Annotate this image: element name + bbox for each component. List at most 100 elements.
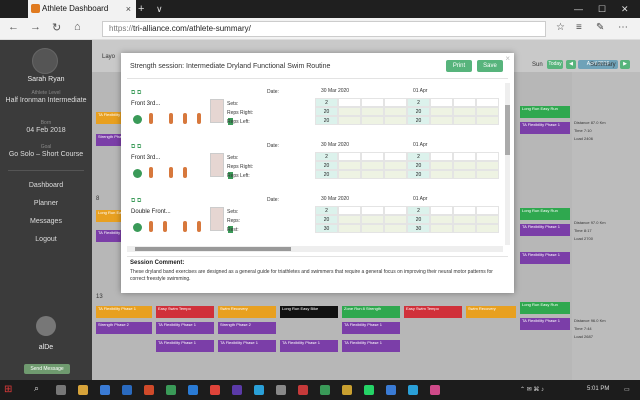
document-icon[interactable] (228, 172, 233, 179)
app-icon[interactable] (276, 385, 286, 395)
copy-icon[interactable]: ⧉ ⧉ (131, 198, 142, 204)
reps-cell[interactable]: 20 (407, 215, 430, 224)
sets-cell[interactable]: 2 (315, 206, 338, 215)
calendar-card[interactable]: TA Flexibility Phase 1 (342, 322, 400, 334)
close-tab-icon[interactable]: × (125, 4, 131, 14)
save-button[interactable]: Save (477, 60, 503, 72)
calendar-card[interactable]: Swim Recovery (218, 306, 276, 318)
rest-cell[interactable]: 30 (407, 224, 430, 233)
reps-cell[interactable]: 20 (407, 161, 430, 170)
menu-logout[interactable]: Logout (35, 236, 57, 243)
browser-tab[interactable]: Athlete Dashboard × (28, 0, 136, 18)
grid-cell[interactable] (476, 161, 499, 170)
grid-cell[interactable] (338, 152, 361, 161)
start-button[interactable]: ⊞ (4, 384, 13, 395)
calendar-card[interactable]: TA Flexibility Phase 1 (156, 340, 214, 352)
back-button[interactable]: ← (8, 21, 19, 33)
app-icon[interactable] (320, 385, 330, 395)
grid-cell[interactable] (430, 215, 453, 224)
calendar-card[interactable]: TA Flexibility Phase 1 (96, 306, 152, 318)
grid-cell[interactable] (338, 116, 361, 125)
grid-cell[interactable] (430, 152, 453, 161)
reps-cell[interactable]: 20 (315, 215, 338, 224)
file-explorer-icon[interactable] (78, 385, 88, 395)
next-month-button[interactable]: ▶ (620, 60, 630, 69)
share-icon[interactable]: ✎ (596, 22, 605, 33)
grid-cell[interactable] (338, 206, 361, 215)
grid-cell[interactable] (384, 215, 407, 224)
reps-cell[interactable]: 20 (407, 170, 430, 179)
rest-cell[interactable]: 30 (315, 224, 338, 233)
grid-cell[interactable] (430, 161, 453, 170)
video-play-icon[interactable] (133, 115, 142, 124)
copy-icon[interactable]: ⧉ ⧉ (131, 144, 142, 150)
app-icon[interactable] (408, 385, 418, 395)
document-icon[interactable] (228, 118, 233, 125)
grid-cell[interactable] (453, 206, 476, 215)
grid-cell[interactable] (384, 152, 407, 161)
grid-cell[interactable] (361, 224, 384, 233)
calendar-card[interactable]: Easy Swim Tempo (156, 306, 214, 318)
calendar-card[interactable]: TA Flexibility Phase 1 (342, 340, 400, 352)
grid-cell[interactable] (476, 152, 499, 161)
chrome-icon[interactable] (210, 385, 220, 395)
favorite-star-icon[interactable]: ☆ (556, 22, 565, 33)
grid-cell[interactable] (384, 107, 407, 116)
calendar-card[interactable]: TA Flexibility Phase 1 (520, 252, 570, 264)
close-window-button[interactable]: ✕ (621, 4, 629, 14)
calendar-card[interactable]: Strength Phase 2 (96, 322, 152, 334)
copy-icon[interactable]: ⧉ ⧉ (131, 90, 142, 96)
app-icon[interactable] (342, 385, 352, 395)
grid-cell[interactable] (338, 107, 361, 116)
grid-cell[interactable] (361, 170, 384, 179)
home-button[interactable]: ⌂ (74, 21, 81, 33)
prev-month-button[interactable]: ◀ (566, 60, 576, 69)
powerpoint-icon[interactable] (144, 385, 154, 395)
send-message-button[interactable]: Send Message (24, 364, 70, 374)
grid-cell[interactable] (430, 98, 453, 107)
grid-cell[interactable] (430, 170, 453, 179)
today-button[interactable]: Today (547, 60, 563, 69)
print-button[interactable]: Print (446, 60, 472, 72)
system-tray-icon[interactable]: ⌃ ✉ ⌘ ♪ (520, 387, 545, 393)
task-view-icon[interactable] (56, 385, 66, 395)
scrollbar-thumb[interactable] (505, 105, 510, 155)
grid-cell[interactable] (361, 98, 384, 107)
calendar-card[interactable]: Long Run Easy Run (520, 208, 570, 220)
horizontal-scrollbar[interactable] (127, 246, 503, 252)
search-icon[interactable]: ⌕ (34, 383, 40, 393)
calendar-card[interactable]: TA Flexibility Phase 1 (520, 122, 570, 134)
grid-cell[interactable] (338, 161, 361, 170)
reading-list-icon[interactable]: ≡ (576, 22, 582, 33)
grid-cell[interactable] (361, 206, 384, 215)
calendar-card[interactable]: TA Flexibility Phase 1 (520, 224, 570, 236)
more-menu-icon[interactable]: ⋯ (618, 22, 628, 33)
grid-cell[interactable] (361, 116, 384, 125)
forward-button[interactable]: → (30, 21, 41, 33)
app-icon[interactable] (386, 385, 396, 395)
grid-cell[interactable] (453, 98, 476, 107)
calendar-card[interactable]: Long Run Easy Run (520, 302, 570, 314)
grid-cell[interactable] (453, 224, 476, 233)
app-icon[interactable] (430, 385, 440, 395)
reps-cell[interactable]: 20 (315, 116, 338, 125)
grid-cell[interactable] (430, 224, 453, 233)
grid-cell[interactable] (453, 215, 476, 224)
grid-cell[interactable] (453, 116, 476, 125)
calendar-card[interactable]: Long Run Easy Bike (280, 306, 338, 318)
calendar-card[interactable]: TA Flexibility Phase 1 (520, 318, 570, 330)
new-tab-button[interactable]: + (138, 3, 145, 15)
menu-planner[interactable]: Planner (33, 200, 59, 207)
calendar-card[interactable]: TA Flexibility Phase 1 (218, 340, 276, 352)
grid-cell[interactable] (476, 116, 499, 125)
clock[interactable]: 5:01 PM (587, 386, 610, 392)
grid-cell[interactable] (361, 152, 384, 161)
reps-cell[interactable]: 20 (315, 107, 338, 116)
grid-cell[interactable] (430, 107, 453, 116)
grid-cell[interactable] (476, 170, 499, 179)
grid-cell[interactable] (476, 224, 499, 233)
close-icon[interactable]: × (505, 54, 510, 63)
tab-list-dropdown[interactable]: ∨ (156, 4, 163, 14)
vertical-scrollbar[interactable] (505, 83, 510, 245)
grid-cell[interactable] (338, 98, 361, 107)
